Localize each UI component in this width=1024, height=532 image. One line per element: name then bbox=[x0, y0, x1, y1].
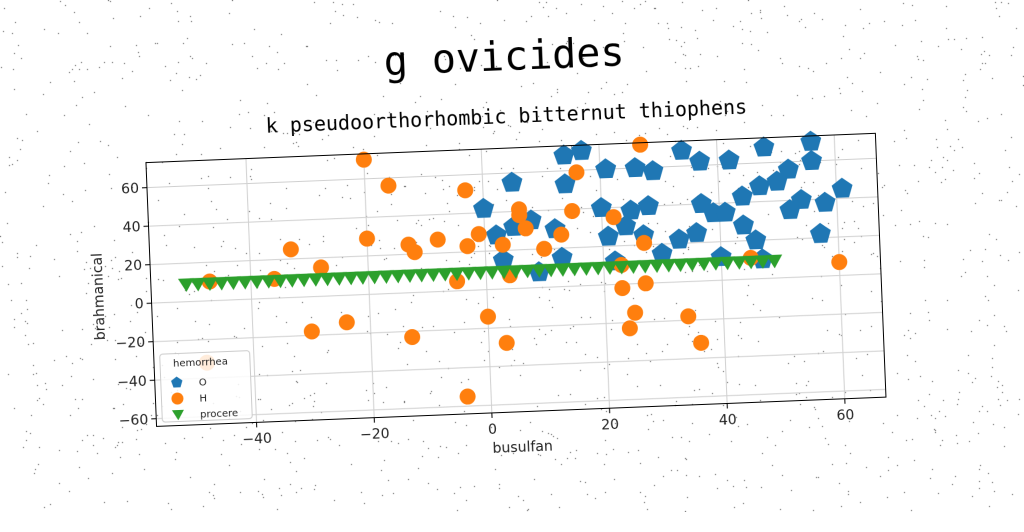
legend-title: hemorrhea bbox=[173, 356, 228, 369]
point-H bbox=[680, 308, 697, 325]
legend-label-procere: procere bbox=[200, 408, 238, 421]
point-O bbox=[800, 130, 822, 151]
x-tick-label: −40 bbox=[242, 431, 272, 448]
point-H bbox=[304, 323, 321, 340]
point-O bbox=[801, 150, 823, 171]
point-H bbox=[536, 241, 553, 258]
point-H bbox=[564, 203, 581, 220]
x-tick-label: 60 bbox=[836, 407, 854, 424]
y-axis-label: brahmanical bbox=[90, 253, 109, 341]
y-tick-label: 60 bbox=[121, 181, 139, 198]
x-axis-label: busulfan bbox=[492, 439, 553, 457]
point-O bbox=[553, 144, 575, 165]
point-O bbox=[638, 195, 660, 216]
y-gridline bbox=[153, 312, 882, 341]
point-O bbox=[814, 191, 836, 212]
point-H bbox=[614, 280, 631, 297]
y-tick-label: −60 bbox=[118, 412, 148, 429]
y-gridline bbox=[155, 351, 884, 380]
x-gridline bbox=[599, 144, 610, 408]
x-tick-label: 20 bbox=[601, 417, 619, 434]
point-H bbox=[632, 136, 649, 153]
y-tick-label: −40 bbox=[117, 374, 147, 391]
y-tick-label: −20 bbox=[115, 335, 145, 352]
y-tick-label: 0 bbox=[134, 296, 144, 312]
point-O bbox=[733, 214, 755, 235]
point-O bbox=[686, 222, 708, 243]
x-tick-label: 0 bbox=[488, 422, 498, 438]
point-O bbox=[642, 160, 664, 181]
point-O bbox=[810, 222, 832, 243]
point-O bbox=[831, 177, 853, 198]
point-H bbox=[498, 335, 515, 352]
point-H bbox=[831, 254, 848, 271]
y-tick-label: 20 bbox=[124, 258, 142, 275]
series-H bbox=[191, 129, 853, 416]
legend-label-O: O bbox=[199, 377, 207, 388]
y-tick-label: 40 bbox=[122, 219, 140, 236]
point-O bbox=[753, 136, 775, 157]
point-O bbox=[689, 150, 711, 171]
point-H bbox=[283, 241, 300, 258]
point-O bbox=[718, 149, 740, 170]
point-O bbox=[501, 171, 523, 192]
legend-label-H: H bbox=[199, 393, 207, 404]
y-gridline bbox=[156, 389, 885, 418]
point-H bbox=[457, 182, 474, 199]
point-O bbox=[595, 158, 617, 179]
point-H bbox=[459, 388, 476, 405]
point-H bbox=[693, 335, 710, 352]
point-H bbox=[429, 231, 446, 248]
data-marks bbox=[173, 128, 861, 416]
point-O bbox=[571, 140, 593, 161]
point-O bbox=[620, 199, 642, 220]
x-tick-label: 40 bbox=[719, 412, 737, 429]
point-H bbox=[338, 314, 355, 331]
point-O bbox=[624, 157, 646, 178]
point-O bbox=[671, 139, 693, 160]
x-gridline bbox=[717, 140, 728, 404]
point-H bbox=[380, 177, 397, 194]
point-H bbox=[480, 308, 497, 325]
point-H bbox=[637, 275, 654, 292]
x-tick-label: −20 bbox=[360, 426, 390, 443]
x-gridline bbox=[364, 154, 375, 418]
point-H bbox=[627, 304, 644, 321]
point-O bbox=[473, 197, 495, 218]
point-H bbox=[359, 230, 376, 247]
x-gridline bbox=[481, 149, 492, 413]
point-O bbox=[598, 225, 620, 246]
